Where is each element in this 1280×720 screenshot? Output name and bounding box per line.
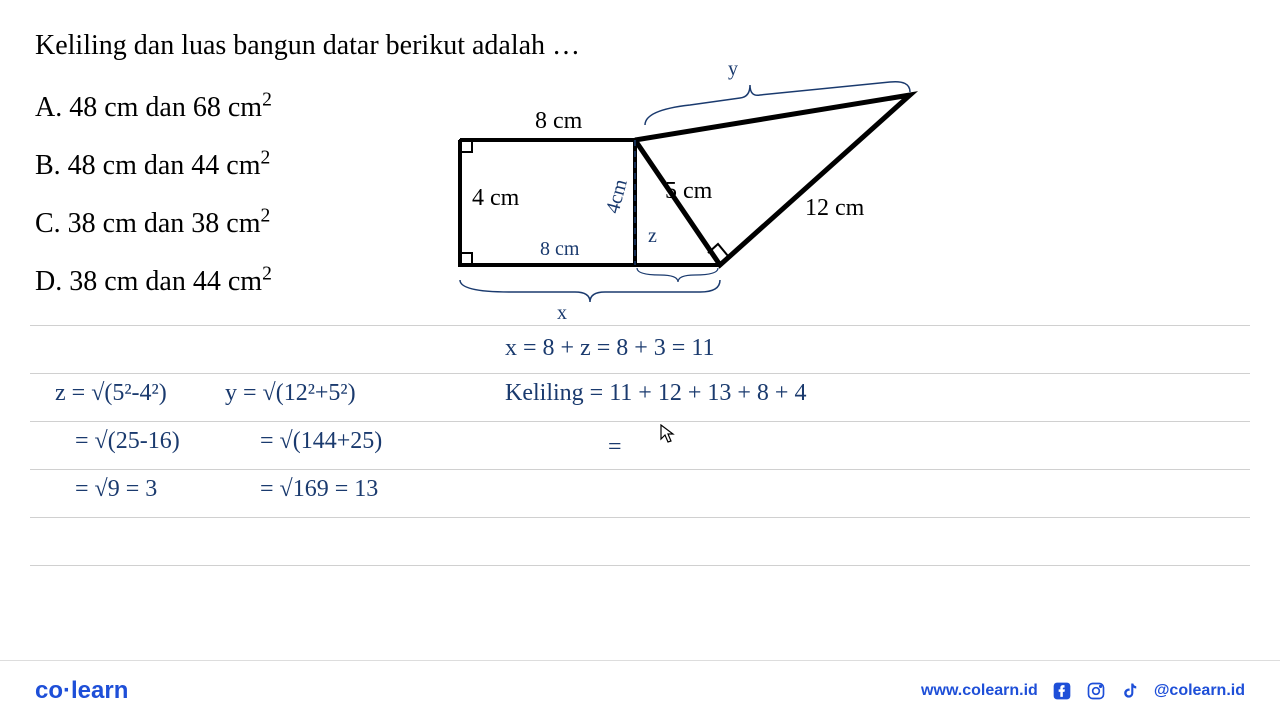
tiktok-icon <box>1120 681 1140 701</box>
option-d-text: D. 38 cm dan 44 cm <box>35 266 262 297</box>
hand-x: x <box>557 302 567 325</box>
footer: co·learn www.colearn.id @colearn.id <box>0 660 1280 720</box>
work-x-line: x = 8 + z = 8 + 3 = 11 <box>505 335 714 362</box>
label-5cm: 5 cm <box>665 178 712 205</box>
work-keliling-2: = <box>608 434 622 461</box>
facebook-icon <box>1052 681 1072 701</box>
work-y2: = √(144+25) <box>260 428 382 455</box>
footer-right: www.colearn.id @colearn.id <box>921 681 1245 701</box>
logo-dot: · <box>63 677 71 704</box>
hand-8cm: 8 cm <box>540 238 579 261</box>
footer-handle: @colearn.id <box>1154 682 1245 700</box>
question-text: Keliling dan luas bangun datar berikut a… <box>35 30 1245 62</box>
option-d-sup: 2 <box>262 264 272 285</box>
option-c-text: C. 38 cm dan 38 cm <box>35 208 261 239</box>
ruled-work-area <box>30 325 1250 575</box>
label-4cm: 4 cm <box>472 185 519 212</box>
hand-z: z <box>648 225 657 248</box>
geometry-diagram: 8 cm 4 cm 5 cm 12 cm 4cm 8 cm z x y <box>430 70 930 330</box>
instagram-icon <box>1086 681 1106 701</box>
hand-y: y <box>728 58 738 81</box>
option-a-text: A. 48 cm dan 68 cm <box>35 92 262 123</box>
option-b-text: B. 48 cm dan 44 cm <box>35 150 261 181</box>
brand-logo: co·learn <box>35 677 128 705</box>
work-y3: = √169 = 13 <box>260 476 378 503</box>
footer-url: www.colearn.id <box>921 682 1038 700</box>
option-b-sup: 2 <box>261 148 271 169</box>
label-12cm: 12 cm <box>805 195 864 222</box>
label-8cm: 8 cm <box>535 108 582 135</box>
work-z1: z = √(5²-4²) <box>55 380 167 407</box>
work-z3: = √9 = 3 <box>75 476 157 503</box>
logo-learn: learn <box>71 677 128 704</box>
work-keliling-1: Keliling = 11 + 12 + 13 + 8 + 4 <box>505 380 806 407</box>
work-y1: y = √(12²+5²) <box>225 380 356 407</box>
logo-co: co <box>35 677 63 704</box>
option-c-sup: 2 <box>261 206 271 227</box>
work-z2: = √(25-16) <box>75 428 180 455</box>
option-a-sup: 2 <box>262 90 272 111</box>
cursor-icon <box>660 424 676 449</box>
